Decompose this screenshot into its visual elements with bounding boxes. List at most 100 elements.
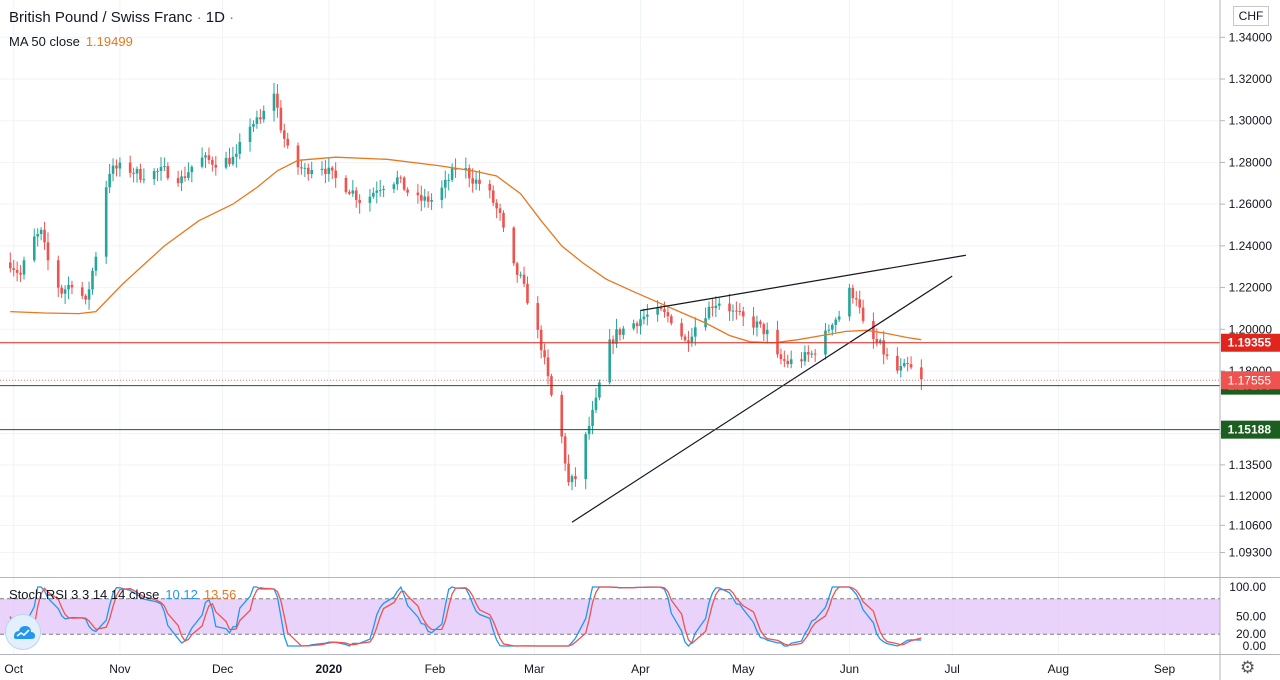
time-axis-label[interactable]: Oct xyxy=(4,662,23,676)
candle[interactable] xyxy=(776,320,779,358)
candle[interactable] xyxy=(43,221,46,250)
candle[interactable] xyxy=(587,416,591,440)
candle[interactable] xyxy=(584,431,587,490)
candle[interactable] xyxy=(861,299,865,324)
candle[interactable] xyxy=(896,347,899,374)
stoch-tick-label[interactable]: 50.00 xyxy=(1236,610,1266,624)
candle[interactable] xyxy=(899,358,903,378)
candle[interactable] xyxy=(163,157,166,172)
candle[interactable] xyxy=(909,356,913,370)
candle[interactable] xyxy=(80,282,84,300)
candle[interactable] xyxy=(738,303,742,316)
candle[interactable] xyxy=(608,329,611,385)
candle[interactable] xyxy=(827,324,831,334)
candle[interactable] xyxy=(786,354,790,368)
candle[interactable] xyxy=(813,348,817,362)
candle[interactable] xyxy=(135,166,139,183)
candle[interactable] xyxy=(618,327,622,341)
stoch-axis[interactable]: 100.00 50.00 20.000.00 xyxy=(1229,580,1266,653)
time-axis-label[interactable]: Dec xyxy=(212,662,233,676)
candle[interactable] xyxy=(680,318,683,340)
time-axis[interactable]: Oct Nov Dec 2020 Feb Mar Apr May Jun Jul Aug Sep xyxy=(4,662,1175,676)
candle[interactable] xyxy=(392,182,396,194)
price-tick-label[interactable]: 1.13500 xyxy=(1229,458,1273,472)
candle[interactable] xyxy=(368,188,372,212)
price-tick-label[interactable]: 1.10600 xyxy=(1229,518,1273,532)
horizontal-levels[interactable] xyxy=(0,342,1220,431)
candle[interactable] xyxy=(382,185,385,198)
gear-icon[interactable]: ⚙ xyxy=(1240,658,1256,677)
candle[interactable] xyxy=(190,165,194,183)
candle[interactable] xyxy=(810,350,814,358)
candle[interactable] xyxy=(262,105,266,123)
candle[interactable] xyxy=(851,284,855,304)
price-tick-label[interactable]: 1.09300 xyxy=(1229,545,1273,559)
candle[interactable] xyxy=(228,147,231,167)
candle[interactable] xyxy=(803,345,807,366)
candle[interactable] xyxy=(622,325,625,340)
time-axis-label[interactable]: Aug xyxy=(1048,662,1069,676)
candle[interactable] xyxy=(848,283,851,321)
candle[interactable] xyxy=(330,165,334,180)
candle[interactable] xyxy=(837,310,841,322)
candle[interactable] xyxy=(187,162,190,181)
candle[interactable] xyxy=(656,299,659,322)
candle[interactable] xyxy=(526,276,529,305)
candle[interactable] xyxy=(765,322,769,344)
time-axis-label[interactable]: Nov xyxy=(109,662,130,676)
candle[interactable] xyxy=(142,168,146,184)
candle[interactable] xyxy=(255,110,259,129)
candle[interactable] xyxy=(111,158,115,182)
candle[interactable] xyxy=(471,168,474,193)
candle[interactable] xyxy=(464,157,468,179)
candle[interactable] xyxy=(560,391,564,444)
candle[interactable] xyxy=(22,256,26,280)
stoch-tick-label[interactable]: 0.00 xyxy=(1243,639,1267,653)
candle[interactable] xyxy=(180,170,183,192)
candle[interactable] xyxy=(570,474,574,491)
candle[interactable] xyxy=(878,338,882,345)
candle[interactable] xyxy=(717,297,721,311)
price-tick-label[interactable]: 1.26000 xyxy=(1229,197,1273,211)
candle[interactable] xyxy=(132,167,135,183)
candle[interactable] xyxy=(728,293,731,321)
candle[interactable] xyxy=(707,301,711,320)
price-tick-label[interactable]: 1.22000 xyxy=(1229,281,1273,295)
candle[interactable] xyxy=(759,319,762,328)
candle[interactable] xyxy=(488,179,492,199)
chart-legend-title[interactable]: British Pound / Swiss Franc · 1D · xyxy=(9,9,234,26)
candle[interactable] xyxy=(467,164,471,188)
candle[interactable] xyxy=(714,296,718,318)
candle[interactable] xyxy=(858,290,861,314)
candle[interactable] xyxy=(238,133,242,160)
stoch-tick-label[interactable]: 20.00 xyxy=(1236,627,1266,641)
candle[interactable] xyxy=(563,432,567,471)
candle[interactable] xyxy=(800,352,803,368)
candle[interactable] xyxy=(378,179,382,197)
candle[interactable] xyxy=(204,152,207,169)
candle[interactable] xyxy=(731,304,735,321)
candle[interactable] xyxy=(783,350,786,368)
candle[interactable] xyxy=(19,264,22,282)
currency-label[interactable]: CHF xyxy=(1233,6,1269,26)
candle[interactable] xyxy=(519,271,522,279)
candle[interactable] xyxy=(296,142,300,175)
candle[interactable] xyxy=(741,306,745,326)
candle[interactable] xyxy=(399,175,403,183)
price-tick-label[interactable]: 1.24000 xyxy=(1229,239,1273,253)
candle[interactable] xyxy=(67,276,70,300)
candle[interactable] xyxy=(683,333,687,343)
candle[interactable] xyxy=(512,226,516,266)
candle[interactable] xyxy=(84,293,87,305)
stoch-legend[interactable]: Stoch RSI 3 3 14 14 close 10.12 13.56 xyxy=(9,587,236,602)
candle[interactable] xyxy=(687,330,690,352)
candle[interactable] xyxy=(659,305,663,312)
candle[interactable] xyxy=(663,301,666,318)
candle[interactable] xyxy=(108,163,111,194)
candle[interactable] xyxy=(396,170,399,191)
candle[interactable] xyxy=(283,123,286,148)
candle[interactable] xyxy=(755,315,759,337)
candle[interactable] xyxy=(646,304,649,326)
candle[interactable] xyxy=(139,163,142,183)
candle[interactable] xyxy=(286,132,290,149)
